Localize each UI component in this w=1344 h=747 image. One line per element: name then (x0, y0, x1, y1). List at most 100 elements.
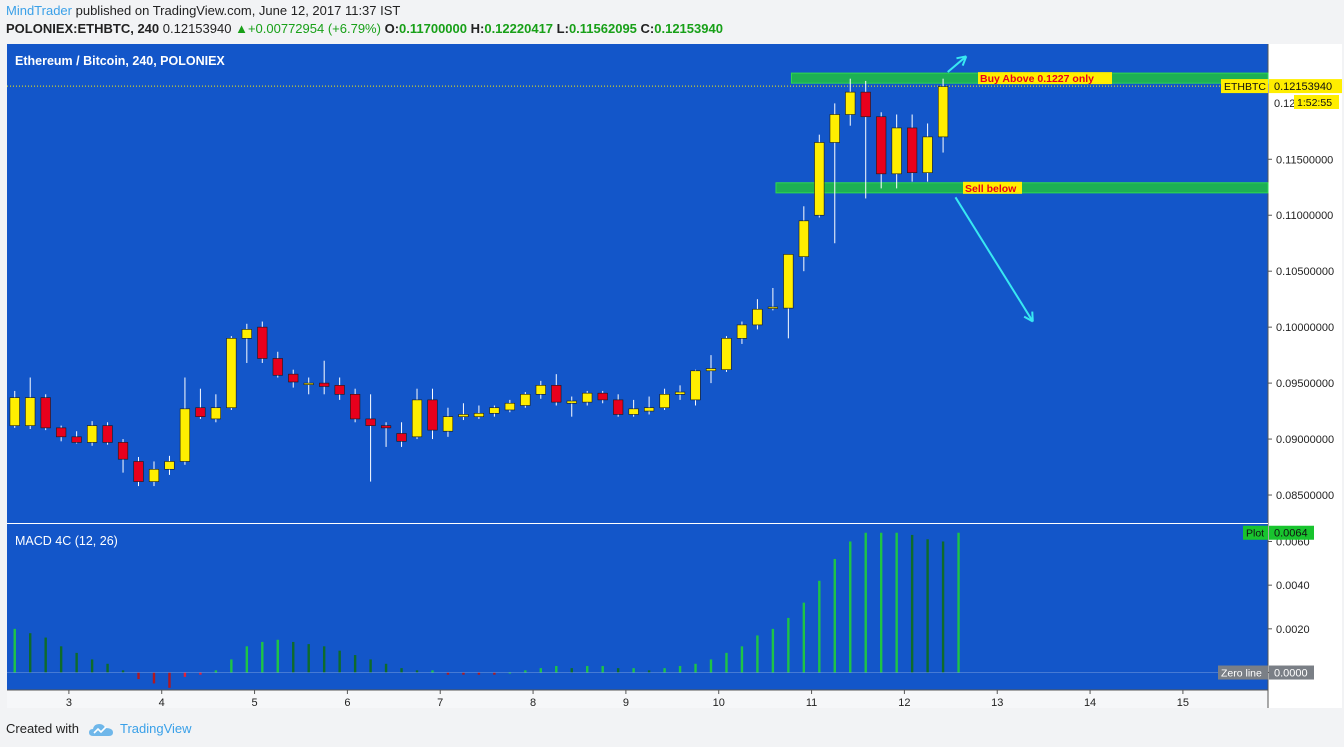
time-tick-label: 8 (530, 697, 536, 709)
macd-bar (152, 672, 156, 684)
tradingview-link[interactable]: TradingView (120, 721, 192, 736)
low-value: 0.11562095 (568, 21, 637, 36)
macd-bar (910, 534, 914, 673)
candle-body (736, 324, 748, 339)
macd-bar (647, 670, 651, 673)
candle-body (442, 416, 454, 432)
zone-label: Sell below (965, 183, 1017, 195)
macd-bar (709, 659, 713, 673)
candle-body (241, 329, 252, 339)
macd-bar (199, 672, 202, 675)
macd-bar (508, 672, 512, 674)
candle-body (102, 425, 113, 443)
last-price-tag-bg (1269, 79, 1342, 94)
candle-body (551, 385, 562, 403)
macd-bar (957, 532, 960, 673)
macd-bar (879, 532, 883, 673)
low-label: L: (556, 21, 569, 36)
macd-bar (338, 650, 341, 673)
macd-bar (462, 672, 465, 675)
macd-bar (214, 670, 218, 673)
macd-bar (555, 665, 558, 673)
macd-bar (75, 652, 78, 673)
publish-info: MindTrader published on TradingView.com,… (6, 3, 400, 18)
macd-bar (90, 659, 94, 673)
candle-body (597, 392, 608, 401)
macd-bar (787, 617, 790, 673)
macd-bar (276, 639, 279, 673)
arrow-head (1023, 315, 1034, 323)
macd-bar (168, 672, 171, 688)
macd-bar (322, 646, 326, 673)
macd-bar (663, 668, 666, 673)
price-tick-partial: 0.12 (1274, 98, 1295, 110)
price-tick-label: 0.09500000 (1276, 378, 1334, 390)
macd-bar (833, 558, 836, 673)
macd-pane-title: MACD 4C (12, 26) (15, 534, 118, 548)
zero-value-bg (1269, 665, 1314, 680)
candle-body (350, 393, 361, 420)
macd-bar (802, 602, 806, 673)
price-change: +0.00772954 (+6.79%) (247, 21, 381, 36)
macd-bar (586, 665, 589, 673)
footer: Created with TradingView (6, 721, 192, 737)
macd-bar (245, 646, 249, 673)
macd-bar (59, 646, 63, 673)
candle-body (319, 382, 330, 387)
time-tick-label: 7 (437, 697, 443, 709)
candle-body (814, 142, 825, 216)
high-value: 0.12220417 (484, 21, 554, 36)
macd-bar (771, 628, 775, 673)
macd-bar (941, 541, 945, 673)
candle-body (458, 414, 469, 417)
macd-bar (616, 668, 620, 673)
macd-bar (307, 644, 310, 673)
candle-body (845, 91, 856, 115)
close-value: 0.12153940 (654, 21, 723, 36)
macd-bar (539, 668, 542, 673)
macd-bar (292, 641, 295, 673)
tradingview-cloud-icon (88, 723, 113, 736)
price-pane (7, 44, 1268, 523)
zero-value: 0.0000 (1274, 668, 1308, 680)
candle-body (334, 385, 345, 395)
open-label: O: (384, 21, 400, 36)
arrow-shaft (947, 55, 967, 73)
author-link[interactable]: MindTrader (6, 3, 72, 18)
candle-body (922, 136, 933, 174)
price-tick-label: 0.09000000 (1276, 434, 1334, 446)
candle-body (164, 461, 175, 470)
price-pane-title: Ethereum / Bitcoin, 240, POLONIEX (15, 54, 225, 68)
macd-bar (261, 641, 264, 673)
candle-body (87, 425, 98, 443)
macd-bar (106, 663, 109, 673)
candle-body (674, 391, 686, 395)
candle-body (396, 433, 407, 442)
candle-body (644, 407, 655, 412)
macd-bar (678, 665, 682, 673)
candle-body (489, 407, 500, 414)
macd-bar (818, 580, 821, 673)
high-label: H: (470, 21, 485, 36)
candle-body (148, 468, 160, 482)
macd-bar (493, 672, 496, 675)
up-triangle-icon: ▲ (235, 21, 248, 36)
candle-body (303, 382, 314, 385)
price-tick-label: 0.08500000 (1276, 490, 1334, 502)
arrow-shaft (954, 196, 1034, 323)
bar-countdown: 1:52:55 (1297, 97, 1332, 109)
plot-tag-bg (1243, 525, 1268, 540)
candle-body (427, 399, 438, 431)
macd-bar (601, 665, 604, 673)
macd-bar (926, 539, 929, 673)
candle-body (798, 220, 809, 257)
arrow-head (956, 55, 967, 60)
macd-bar (756, 635, 759, 673)
zone-label-bg (963, 181, 1022, 194)
countdown-bg (1294, 95, 1339, 109)
price-tick-label: 0.11500000 (1276, 154, 1333, 166)
candle-body (195, 407, 206, 417)
macd-bar (44, 637, 47, 673)
symbol-name: POLONIEX:ETHBTC, 240 (6, 21, 160, 36)
